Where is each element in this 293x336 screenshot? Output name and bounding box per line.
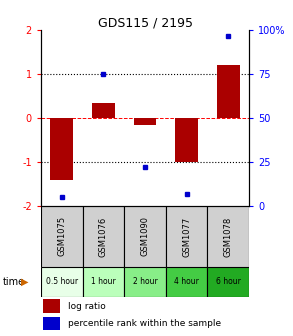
Text: percentile rank within the sample: percentile rank within the sample [68, 319, 221, 328]
Bar [175, 118, 198, 162]
Bar [43, 317, 60, 330]
Text: ▶: ▶ [21, 277, 29, 287]
Bar [41, 267, 83, 297]
Bar [43, 299, 60, 313]
Text: 1 hour: 1 hour [91, 277, 116, 286]
Bar [50, 118, 73, 180]
Text: 0.5 hour: 0.5 hour [46, 277, 78, 286]
Bar [83, 267, 124, 297]
Bar [41, 206, 83, 267]
Text: GSM1076: GSM1076 [99, 216, 108, 257]
Text: log ratio: log ratio [68, 302, 106, 311]
Bar [217, 66, 240, 118]
Bar [83, 206, 124, 267]
Bar [166, 206, 207, 267]
Text: GSM1075: GSM1075 [57, 216, 66, 256]
Bar [207, 267, 249, 297]
Bar [124, 206, 166, 267]
Text: 2 hour: 2 hour [133, 277, 157, 286]
Text: time: time [3, 277, 25, 287]
Bar [166, 267, 207, 297]
Text: GSM1090: GSM1090 [141, 216, 149, 256]
Bar [134, 118, 156, 125]
Bar [207, 206, 249, 267]
Text: 6 hour: 6 hour [216, 277, 241, 286]
Title: GDS115 / 2195: GDS115 / 2195 [98, 16, 193, 29]
Text: GSM1078: GSM1078 [224, 216, 233, 257]
Text: GSM1077: GSM1077 [182, 216, 191, 257]
Text: 4 hour: 4 hour [174, 277, 199, 286]
Bar [124, 267, 166, 297]
Bar [92, 103, 115, 118]
